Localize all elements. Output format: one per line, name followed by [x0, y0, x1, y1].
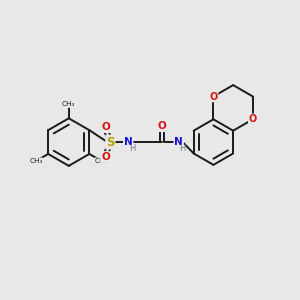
Text: O: O — [249, 114, 257, 124]
Text: O: O — [209, 92, 217, 101]
Text: O: O — [158, 121, 166, 131]
Text: O: O — [101, 152, 110, 162]
Text: CH₃: CH₃ — [95, 158, 108, 164]
Text: N: N — [124, 137, 133, 147]
Text: O: O — [101, 122, 110, 132]
Text: H: H — [179, 143, 186, 152]
Text: S: S — [106, 136, 115, 148]
Text: CH₃: CH₃ — [62, 101, 75, 107]
Text: N: N — [174, 137, 183, 147]
Text: CH₃: CH₃ — [29, 158, 43, 164]
Text: H: H — [129, 143, 135, 152]
